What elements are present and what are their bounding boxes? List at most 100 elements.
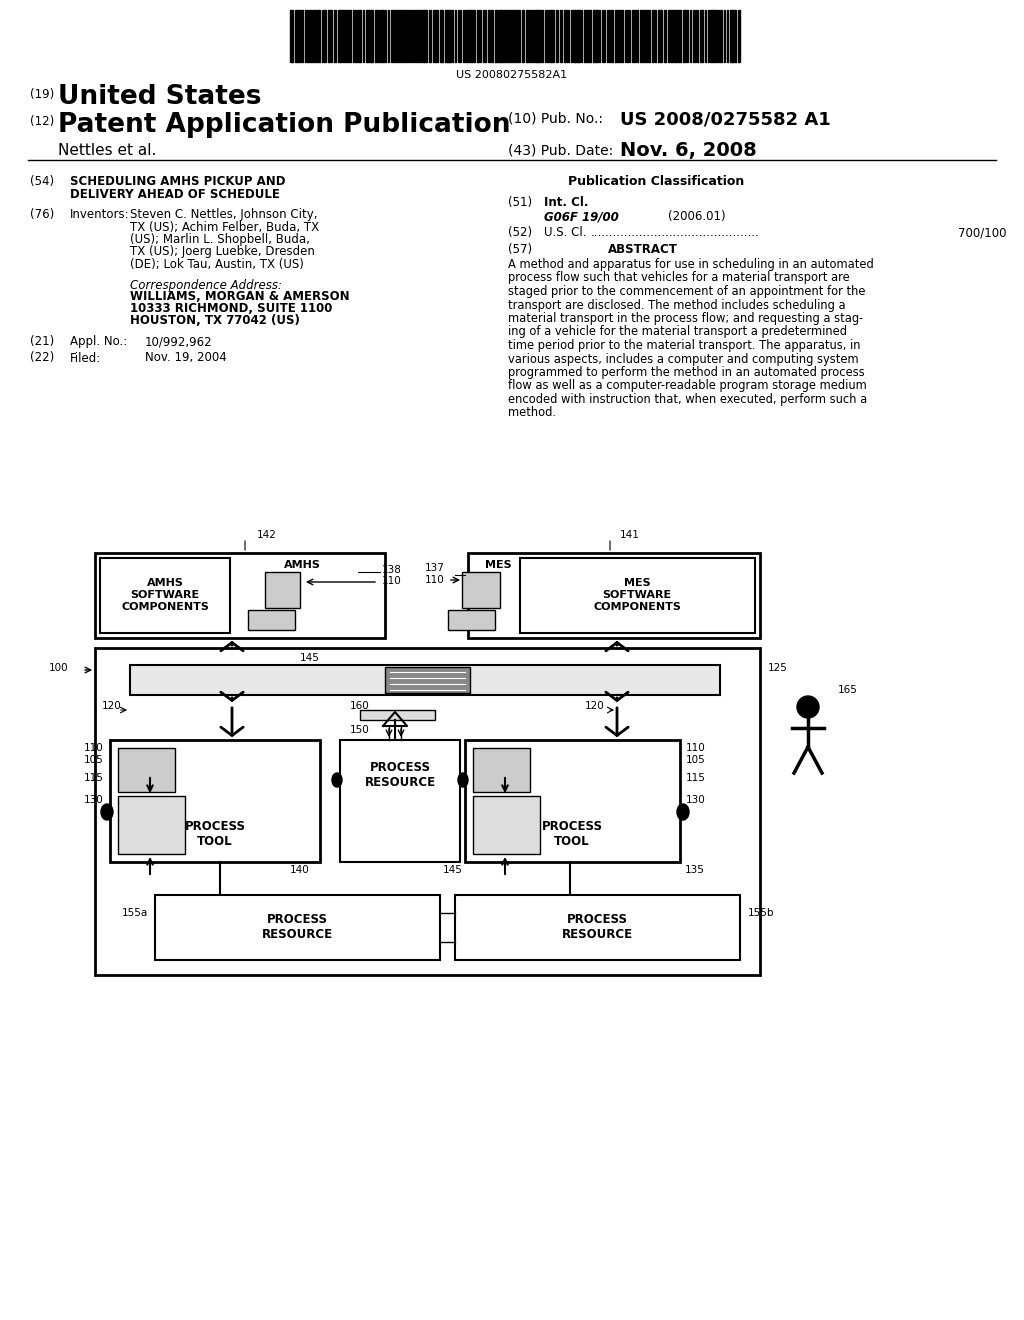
Text: 138: 138 <box>382 565 401 576</box>
Text: Nov. 6, 2008: Nov. 6, 2008 <box>620 141 757 160</box>
Text: programmed to perform the method in an automated process: programmed to perform the method in an a… <box>508 366 864 379</box>
Bar <box>340 741 460 862</box>
Text: (DE); Lok Tau, Austin, TX (US): (DE); Lok Tau, Austin, TX (US) <box>130 257 304 271</box>
Text: transport are disclosed. The method includes scheduling a: transport are disclosed. The method incl… <box>508 298 846 312</box>
Text: G06F 19/00: G06F 19/00 <box>544 210 618 223</box>
Text: AMHS
SOFTWARE
COMPONENTS: AMHS SOFTWARE COMPONENTS <box>121 578 209 611</box>
Bar <box>385 667 470 693</box>
Text: Nettles et al.: Nettles et al. <box>58 143 157 158</box>
Bar <box>473 748 530 792</box>
Text: (57): (57) <box>508 243 532 256</box>
Text: (2006.01): (2006.01) <box>668 210 726 223</box>
Text: PROCESS
TOOL: PROCESS TOOL <box>542 820 602 847</box>
Text: (76): (76) <box>30 209 54 220</box>
Text: TX (US); Joerg Luebke, Dresden: TX (US); Joerg Luebke, Dresden <box>130 246 314 259</box>
Text: (22): (22) <box>30 351 54 364</box>
Bar <box>110 655 745 968</box>
Text: Appl. No.:: Appl. No.: <box>70 335 127 348</box>
Text: 100: 100 <box>48 663 68 673</box>
Text: flow as well as a computer-readable program storage medium: flow as well as a computer-readable prog… <box>508 380 866 392</box>
Text: 115: 115 <box>686 774 706 783</box>
Text: 140: 140 <box>290 865 310 875</box>
Text: 700/100: 700/100 <box>958 226 1007 239</box>
Text: (54): (54) <box>30 176 54 187</box>
Text: (21): (21) <box>30 335 54 348</box>
Text: US 2008/0275582 A1: US 2008/0275582 A1 <box>620 110 830 128</box>
Text: 105: 105 <box>84 755 104 766</box>
Text: 105: 105 <box>686 755 706 766</box>
Text: material transport in the process flow; and requesting a stag-: material transport in the process flow; … <box>508 312 863 325</box>
Text: (19): (19) <box>30 88 54 102</box>
Text: 141: 141 <box>620 531 640 540</box>
Bar <box>130 665 720 696</box>
Text: 130: 130 <box>84 795 104 805</box>
Text: 125: 125 <box>768 663 787 673</box>
Text: SCHEDULING AMHS PICKUP AND: SCHEDULING AMHS PICKUP AND <box>70 176 286 187</box>
Text: 150: 150 <box>350 725 370 735</box>
Text: (43) Pub. Date:: (43) Pub. Date: <box>508 143 613 157</box>
Ellipse shape <box>458 774 468 787</box>
Text: Filed:: Filed: <box>70 351 101 364</box>
Text: 145: 145 <box>443 865 463 875</box>
Text: (US); Marlin L. Shopbell, Buda,: (US); Marlin L. Shopbell, Buda, <box>130 234 310 246</box>
Text: process flow such that vehicles for a material transport are: process flow such that vehicles for a ma… <box>508 272 850 285</box>
Text: 120: 120 <box>585 701 605 711</box>
Bar <box>118 796 185 854</box>
Bar <box>248 610 295 630</box>
Text: Publication Classification: Publication Classification <box>568 176 744 187</box>
Bar <box>110 741 319 862</box>
Ellipse shape <box>332 774 342 787</box>
Bar <box>465 741 680 862</box>
Text: 130: 130 <box>686 795 706 805</box>
Text: 155a: 155a <box>122 908 148 917</box>
Text: United States: United States <box>58 84 261 110</box>
Text: various aspects, includes a computer and computing system: various aspects, includes a computer and… <box>508 352 859 366</box>
Text: 142: 142 <box>257 531 276 540</box>
Text: TX (US); Achim Felber, Buda, TX: TX (US); Achim Felber, Buda, TX <box>130 220 319 234</box>
Text: time period prior to the material transport. The apparatus, in: time period prior to the material transp… <box>508 339 860 352</box>
Text: 110: 110 <box>425 576 444 585</box>
Bar <box>155 895 440 960</box>
Text: HOUSTON, TX 77042 (US): HOUSTON, TX 77042 (US) <box>130 314 300 327</box>
Bar <box>265 572 300 609</box>
Text: encoded with instruction that, when executed, perform such a: encoded with instruction that, when exec… <box>508 393 867 407</box>
Text: 135: 135 <box>685 865 705 875</box>
Bar <box>473 796 540 854</box>
Text: WILLIAMS, MORGAN & AMERSON: WILLIAMS, MORGAN & AMERSON <box>130 290 349 304</box>
Text: 110: 110 <box>84 743 104 752</box>
Bar <box>95 648 760 975</box>
Bar <box>100 558 230 634</box>
Text: (52): (52) <box>508 226 532 239</box>
Text: PROCESS
TOOL: PROCESS TOOL <box>184 820 246 847</box>
Bar <box>520 558 755 634</box>
Text: ABSTRACT: ABSTRACT <box>608 243 678 256</box>
Text: (12): (12) <box>30 115 54 128</box>
Text: Steven C. Nettles, Johnson City,: Steven C. Nettles, Johnson City, <box>130 209 317 220</box>
Bar <box>118 748 175 792</box>
Text: (10) Pub. No.:: (10) Pub. No.: <box>508 112 603 125</box>
Text: 155b: 155b <box>748 908 774 917</box>
Text: A method and apparatus for use in scheduling in an automated: A method and apparatus for use in schedu… <box>508 257 873 271</box>
Bar <box>95 553 385 638</box>
Bar <box>468 553 760 638</box>
Text: 10333 RICHMOND, SUITE 1100: 10333 RICHMOND, SUITE 1100 <box>130 302 333 315</box>
Text: 115: 115 <box>84 774 104 783</box>
Text: Patent Application Publication: Patent Application Publication <box>58 112 511 139</box>
Text: MES: MES <box>484 560 511 570</box>
Text: 160: 160 <box>350 701 370 711</box>
Text: method.: method. <box>508 407 556 420</box>
Text: 165: 165 <box>838 685 858 696</box>
Text: 110: 110 <box>382 576 401 586</box>
Text: 137: 137 <box>425 564 445 573</box>
Text: .............................................: ........................................… <box>591 226 760 239</box>
Text: 10/992,962: 10/992,962 <box>145 335 213 348</box>
Text: Correspondence Address:: Correspondence Address: <box>130 279 282 292</box>
Text: Nov. 19, 2004: Nov. 19, 2004 <box>145 351 226 364</box>
Text: (51): (51) <box>508 195 532 209</box>
Text: PROCESS
RESOURCE: PROCESS RESOURCE <box>561 913 633 941</box>
Text: AMHS: AMHS <box>284 560 321 570</box>
Text: 145: 145 <box>300 653 319 663</box>
Text: Inventors:: Inventors: <box>70 209 130 220</box>
Bar <box>462 572 500 609</box>
Text: PROCESS
RESOURCE: PROCESS RESOURCE <box>261 913 333 941</box>
